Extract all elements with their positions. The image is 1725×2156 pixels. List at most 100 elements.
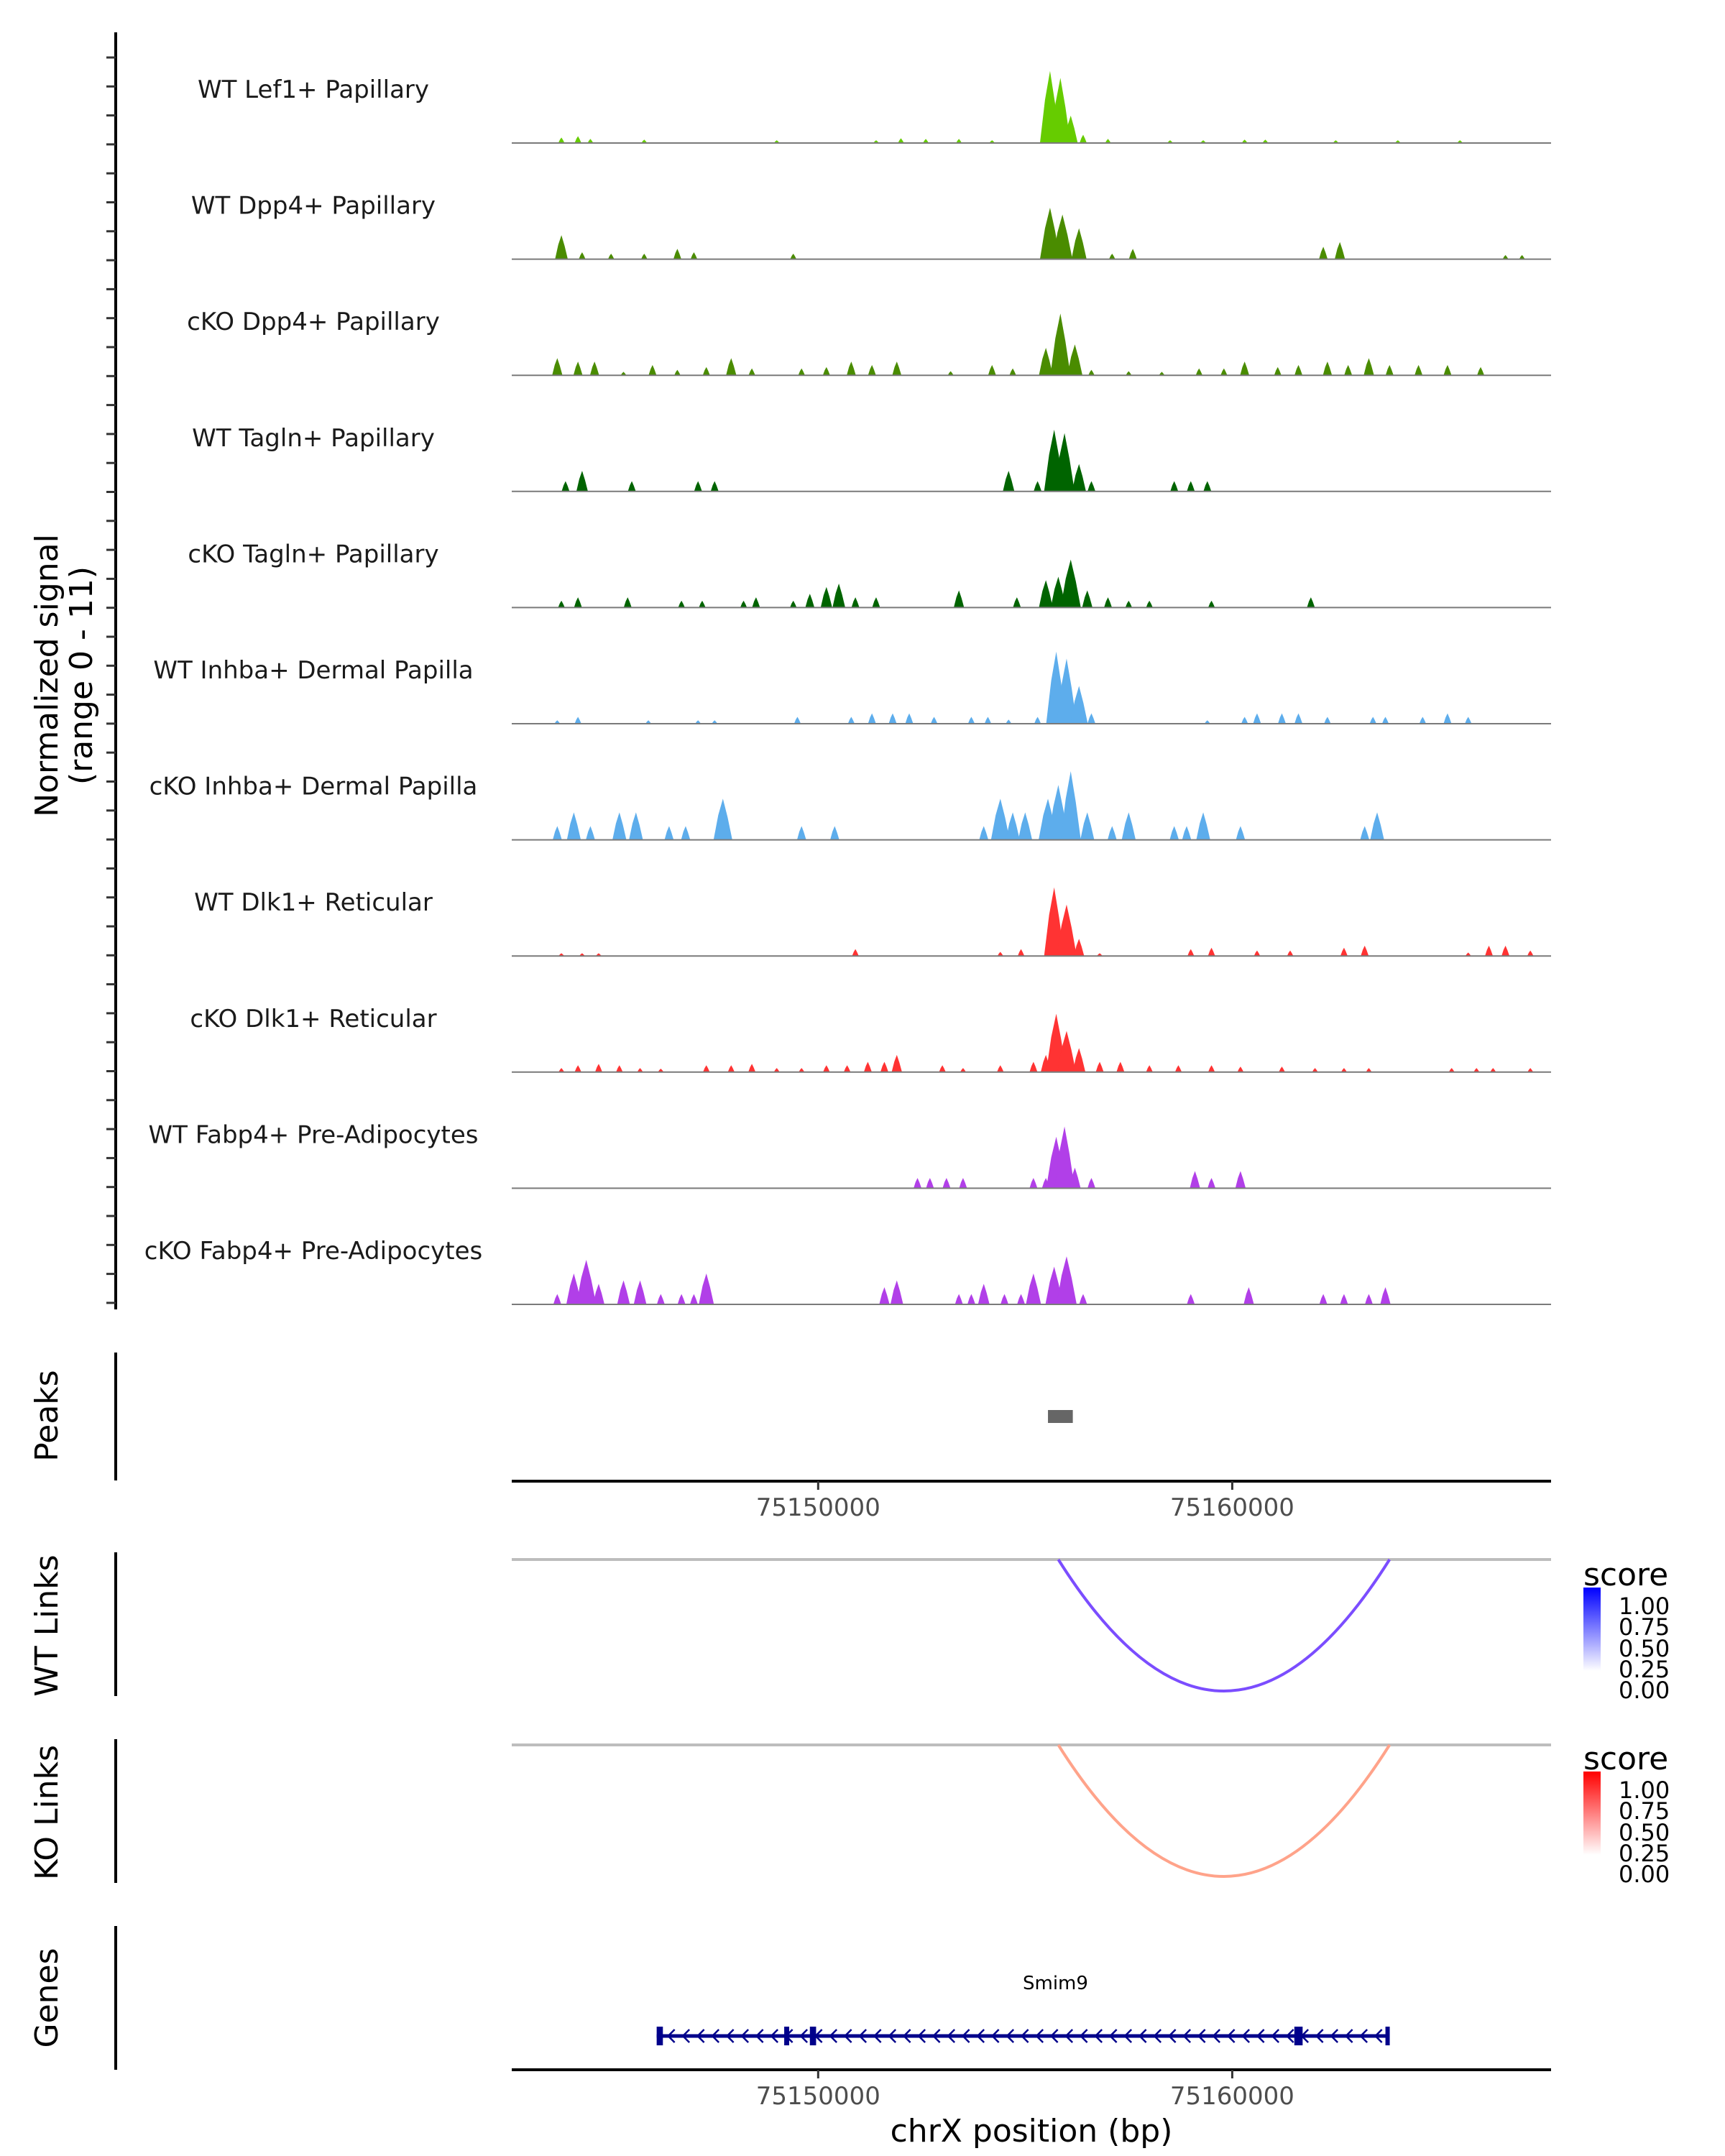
coverage-peak <box>586 826 595 840</box>
coverage-peak <box>1146 600 1153 608</box>
coverage-peak <box>847 717 855 724</box>
coverage-peak <box>1026 1273 1041 1304</box>
coverage-peak <box>898 138 904 143</box>
coverage-peak <box>1240 361 1250 376</box>
strand-arrow-icon <box>1241 2029 1251 2043</box>
coverage-peak <box>1064 115 1078 143</box>
coverage-track: cKO Dlk1+ Reticular <box>190 1005 1551 1073</box>
coverage-peak <box>888 713 897 724</box>
strand-arrow-icon <box>858 2029 868 2043</box>
coverage-peak <box>1361 945 1369 957</box>
coverage-peak <box>1253 713 1261 724</box>
coverage-peak <box>1527 1068 1534 1072</box>
coverage-peak <box>1054 1126 1075 1189</box>
coverage-track: WT Dpp4+ Papillary <box>191 192 1551 260</box>
coverage-peak <box>773 1068 780 1072</box>
strand-arrow-icon <box>1123 2029 1133 2043</box>
coverage-peak <box>674 369 681 376</box>
coverage-peak <box>1017 949 1025 957</box>
coverage-peak <box>1013 597 1021 608</box>
coverage-peak <box>1050 313 1071 376</box>
coverage-peak <box>664 826 674 840</box>
coverage-peak <box>1465 717 1472 724</box>
coverage-peak <box>561 481 570 492</box>
coverage-peak <box>1034 717 1041 724</box>
coverage-peak <box>1380 1287 1391 1304</box>
coverage-peak <box>1054 433 1075 492</box>
coverage-peak <box>1312 1068 1318 1072</box>
coverage-peak <box>592 1284 604 1304</box>
coverage-peak <box>1414 364 1423 376</box>
coverage-peak <box>997 1065 1004 1072</box>
coverage-peak <box>727 1065 735 1072</box>
coverage-peak <box>796 826 806 840</box>
coverage-peak <box>1190 1171 1200 1189</box>
coverage-peak <box>1006 719 1012 724</box>
coverage-peak <box>820 586 832 608</box>
coverage-peak <box>967 717 975 724</box>
coverage-peak <box>1502 254 1509 259</box>
coverage-peak <box>656 1294 665 1304</box>
coverage-peak <box>1067 344 1083 376</box>
coverage-peak <box>1170 481 1179 492</box>
coverage-peak <box>905 713 914 724</box>
ko-legend-tick: 0.75 <box>1619 1797 1670 1825</box>
strand-arrow-icon <box>1138 2029 1147 2043</box>
x-axis-ticks-bottom: 75150000 75160000 <box>756 2070 1294 2111</box>
wt-links-legend: score 1.00 0.75 0.50 0.25 0.00 <box>1583 1557 1670 1704</box>
coverage-peak <box>703 1065 710 1072</box>
strand-arrow-icon <box>681 2029 691 2043</box>
coverage-peak <box>566 812 581 840</box>
track-label: WT Tagln+ Papillary <box>192 424 435 453</box>
coverage-peak <box>984 717 992 724</box>
wt-legend-tick: 0.25 <box>1619 1656 1670 1683</box>
coverage-peak <box>1370 812 1384 840</box>
coverage-peak <box>574 597 582 608</box>
coverage-peak <box>1146 1065 1153 1072</box>
coverage-peak <box>822 367 830 376</box>
strand-arrow-icon <box>1064 2029 1074 2043</box>
coverage-peak <box>1340 947 1348 957</box>
coverage-peak <box>573 361 583 376</box>
coverage-peak <box>1006 812 1020 840</box>
ko-legend-tick: 0.25 <box>1619 1840 1670 1867</box>
coverage-peak <box>574 1065 581 1072</box>
coverage-peak <box>579 252 586 259</box>
strand-arrow-icon <box>1035 2029 1044 2043</box>
coverage-track: cKO Inhba+ Dermal Papilla <box>150 771 1551 841</box>
coverage-peak <box>1324 717 1331 724</box>
coverage-peak <box>1070 686 1088 724</box>
coverage-peak <box>1056 1256 1077 1304</box>
wt-legend-colorbar <box>1583 1588 1601 1671</box>
coverage-peak <box>629 812 643 840</box>
wt-legend-title: score <box>1583 1557 1668 1593</box>
wt-legend-tick: 1.00 <box>1619 1593 1670 1620</box>
y-axis-ticks <box>106 56 116 1304</box>
coverage-peak <box>710 481 719 492</box>
strand-arrow-icon <box>770 2029 779 2043</box>
coverage-peak <box>1366 1068 1372 1072</box>
coverage-peak <box>740 600 748 608</box>
coverage-peak <box>681 826 691 840</box>
coverage-peak <box>891 1054 902 1072</box>
coverage-peak <box>558 137 565 143</box>
coverage-peak <box>843 1065 851 1072</box>
coverage-peak <box>1319 247 1328 259</box>
ko-legend-tick: 1.00 <box>1619 1777 1670 1804</box>
strand-arrow-icon <box>976 2029 985 2043</box>
coverage-peak <box>648 364 657 376</box>
coverage-peak <box>576 1259 597 1304</box>
coverage-peak <box>1385 364 1394 376</box>
track-label: cKO Dpp4+ Papillary <box>187 308 440 336</box>
coverage-track: WT Inhba+ Dermal Papilla <box>153 651 1551 724</box>
coverage-peak <box>748 368 755 376</box>
coverage-peak <box>1335 241 1346 259</box>
coverage-peak <box>790 253 797 259</box>
coverage-peak <box>594 1064 602 1072</box>
coverage-peak <box>612 812 627 840</box>
coverage-peak <box>1029 1061 1038 1072</box>
wt-legend-tick: 0.00 <box>1619 1677 1670 1704</box>
track-label: cKO Dlk1+ Reticular <box>190 1005 436 1033</box>
coverage-track: WT Dlk1+ Reticular <box>194 887 1551 957</box>
coverage-peak <box>954 590 965 608</box>
